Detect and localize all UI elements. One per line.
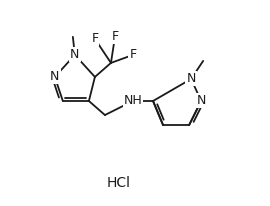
Text: F: F bbox=[91, 32, 99, 45]
Text: N: N bbox=[187, 73, 196, 85]
Text: N: N bbox=[197, 95, 206, 108]
Text: N: N bbox=[50, 70, 59, 83]
Text: F: F bbox=[112, 30, 119, 43]
Text: N: N bbox=[70, 48, 80, 61]
Text: HCl: HCl bbox=[107, 176, 131, 190]
Text: F: F bbox=[129, 48, 137, 61]
Text: NH: NH bbox=[124, 95, 142, 108]
